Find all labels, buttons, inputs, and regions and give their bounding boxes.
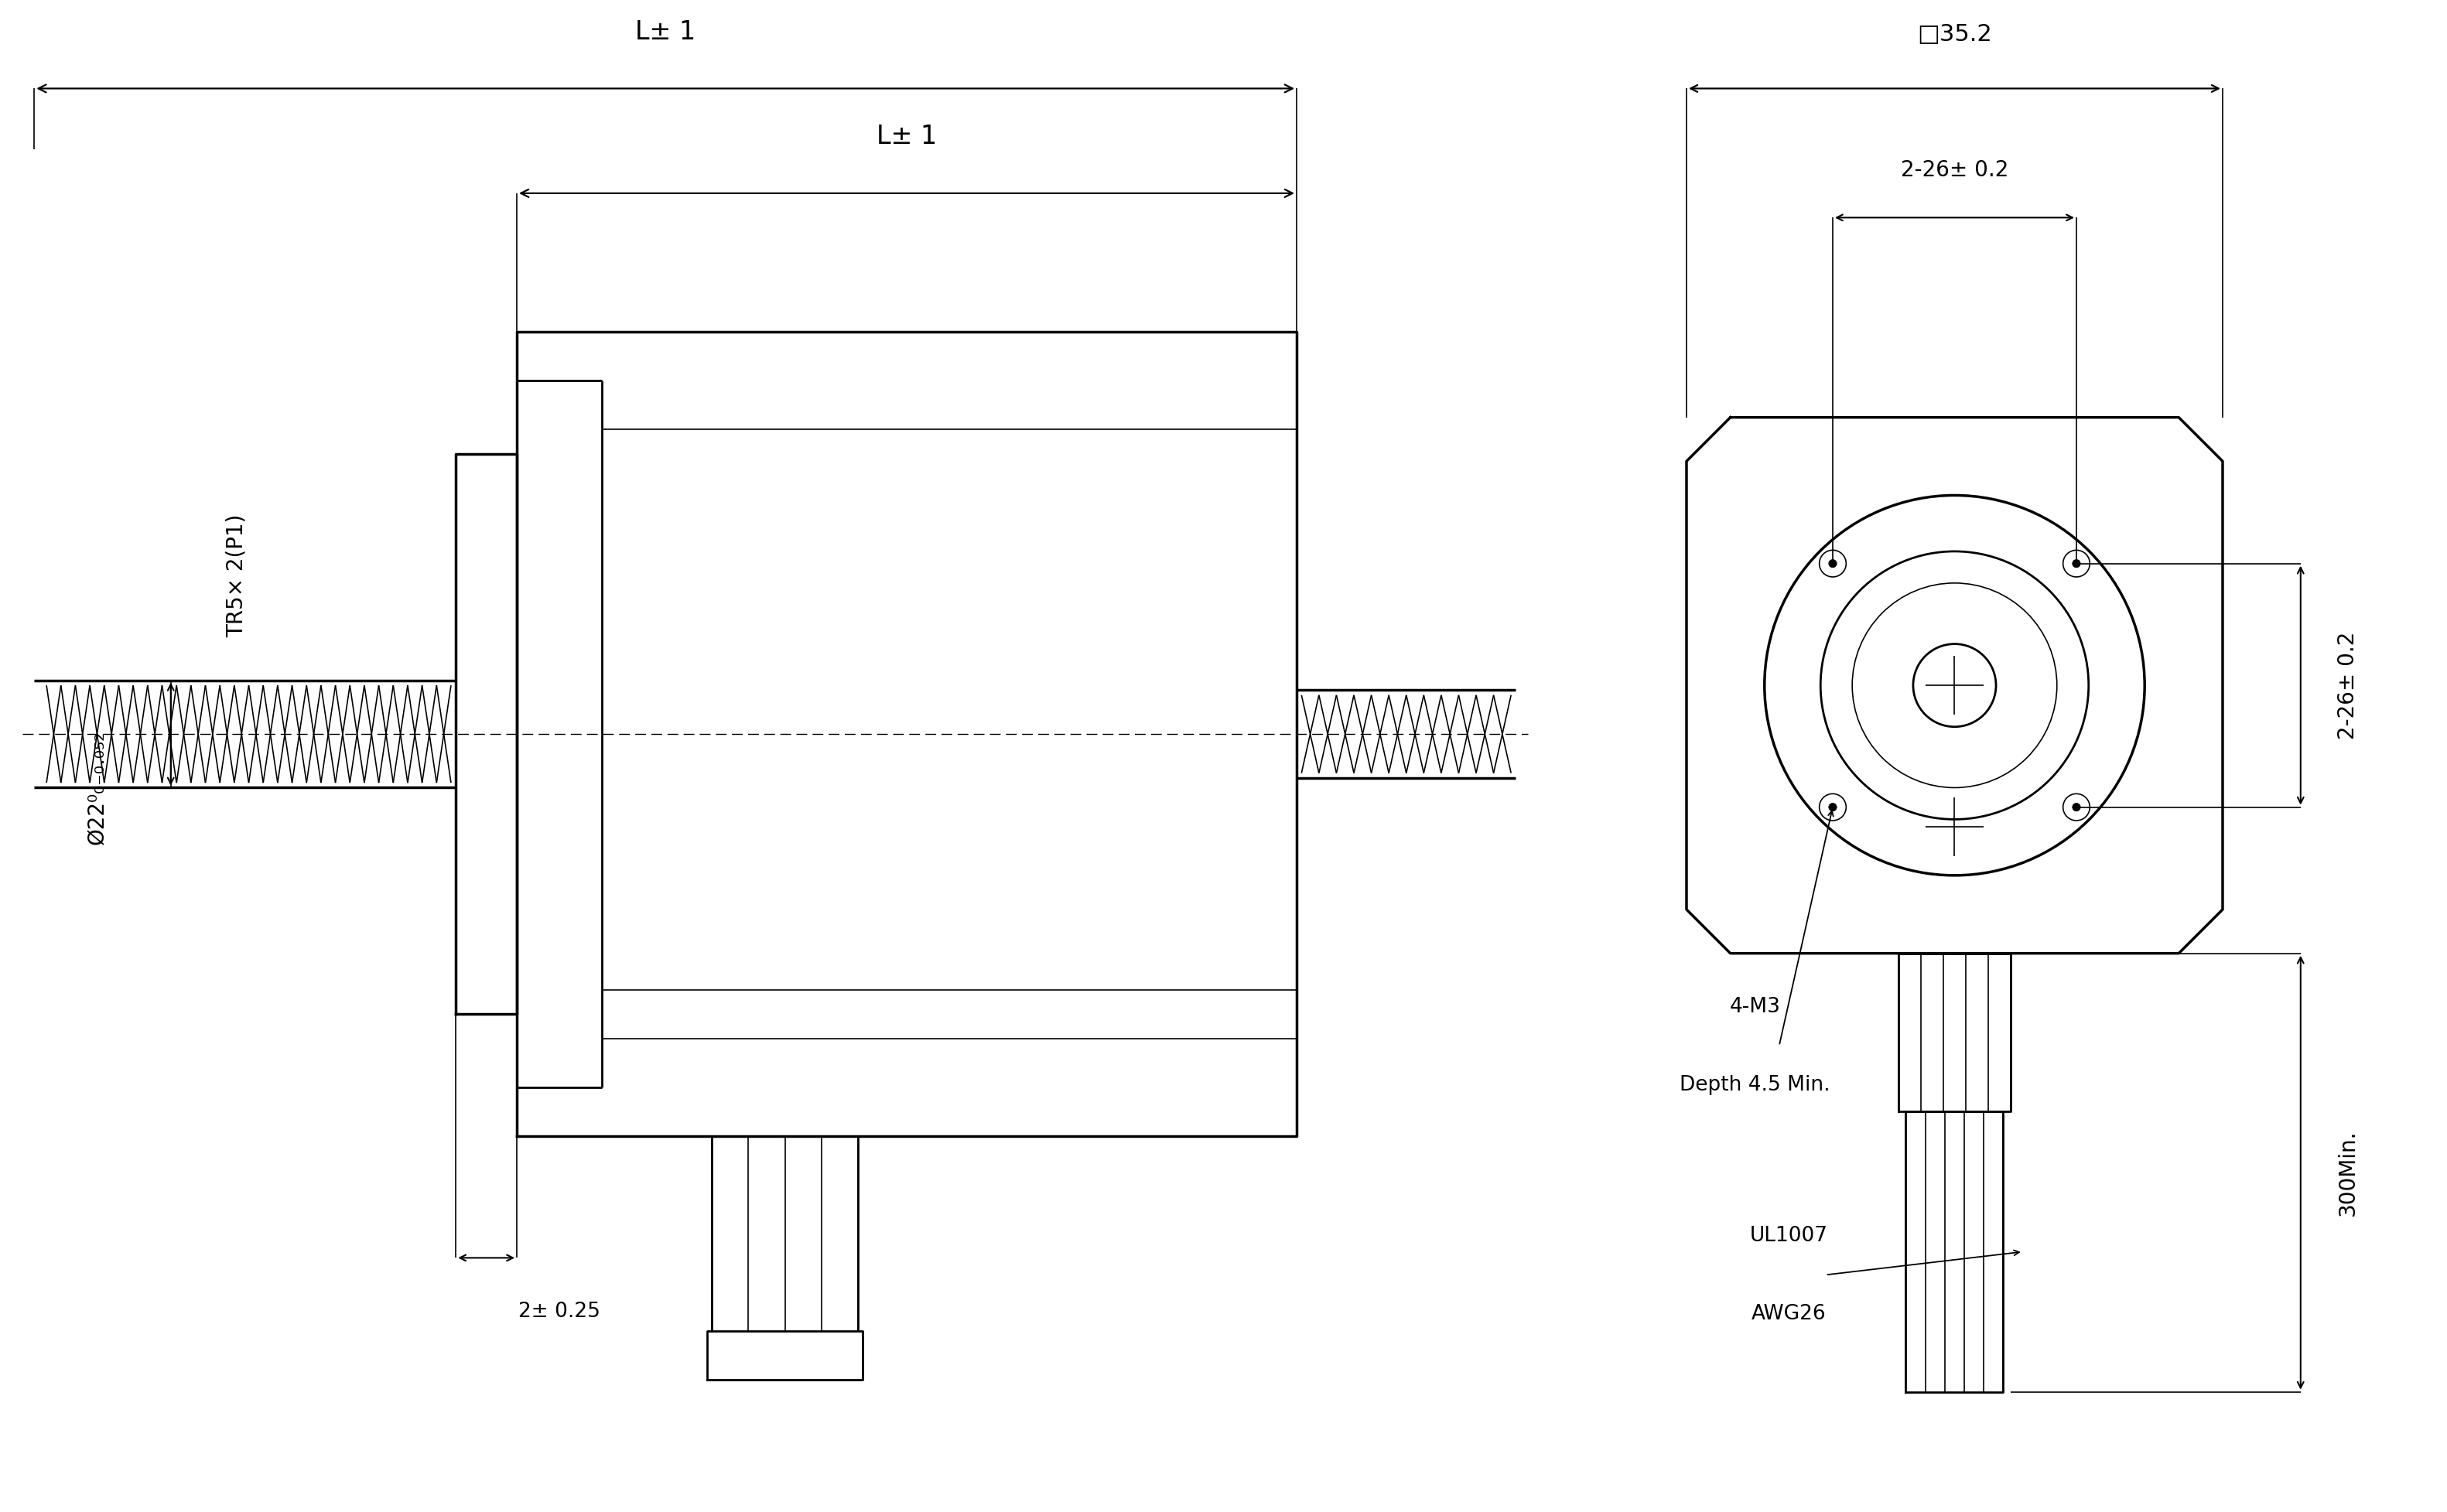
Circle shape [2073,559,2080,567]
Text: 300Min.: 300Min. [2337,1129,2359,1216]
Text: 4-M3: 4-M3 [1730,996,1781,1016]
Text: TR5× 2(P1): TR5× 2(P1) [225,514,247,638]
Circle shape [1828,559,1838,567]
Text: 2± 0.25: 2± 0.25 [519,1302,600,1321]
Text: 2-26± 0.2: 2-26± 0.2 [2337,632,2359,739]
Text: L± 1: L± 1 [876,124,937,150]
Text: 2-26± 0.2: 2-26± 0.2 [1901,159,2009,181]
Circle shape [1828,803,1838,810]
Text: Ø22⁰₀₋₀.₀₅₂: Ø22⁰₀₋₀.₀₅₂ [86,730,108,845]
Circle shape [2073,803,2080,810]
Text: □35.2: □35.2 [1916,23,1992,45]
Text: UL1007: UL1007 [1750,1226,1828,1246]
Text: AWG26: AWG26 [1752,1305,1825,1325]
Text: L± 1: L± 1 [636,20,695,45]
Text: Depth 4.5 Min.: Depth 4.5 Min. [1679,1075,1830,1095]
